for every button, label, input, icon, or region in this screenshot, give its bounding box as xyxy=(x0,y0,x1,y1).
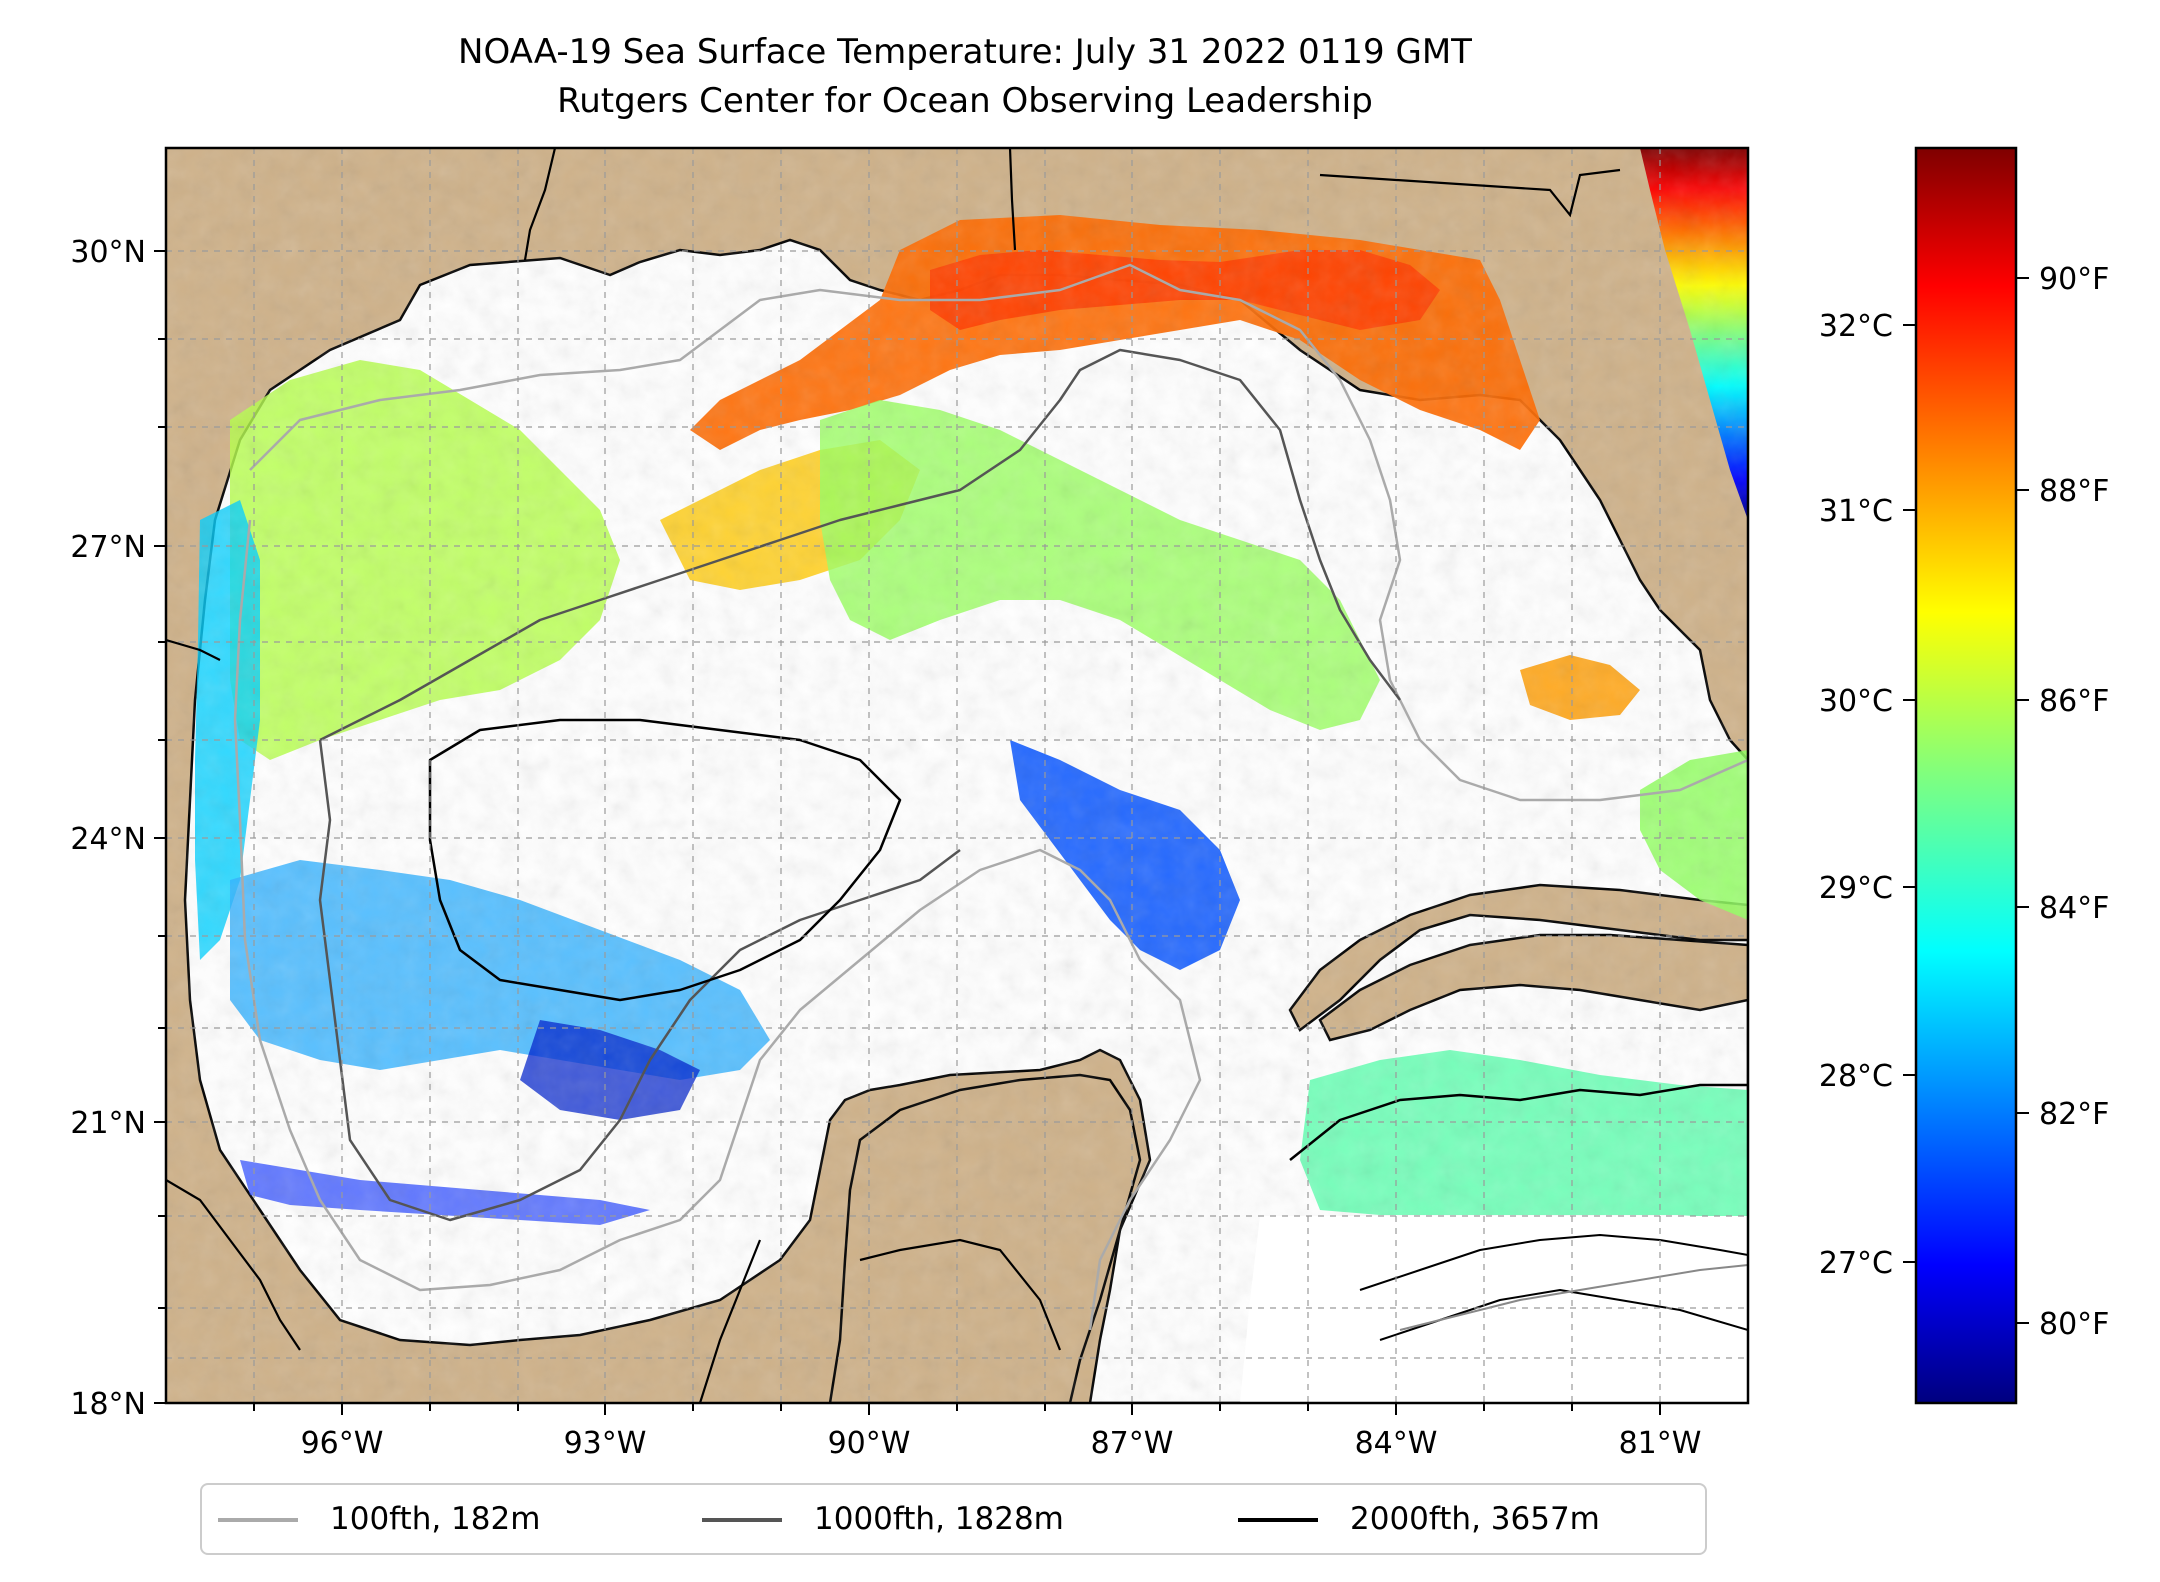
lon-ticks xyxy=(253,1403,1661,1415)
colorbar xyxy=(1914,146,2018,1405)
legend-swatch xyxy=(218,1518,298,1522)
bathymetry-contours xyxy=(233,263,1748,1341)
lat-tick-label: 30°N xyxy=(70,235,146,270)
celsius-tick-label: 28°C xyxy=(1819,1059,1893,1094)
fahrenheit-tick-label: 82°F xyxy=(2039,1097,2109,1132)
contour-legend: 100fth, 182m 1000fth, 1828m 2000fth, 365… xyxy=(200,1483,1707,1555)
contour-100fth xyxy=(249,263,1748,802)
map-title: NOAA-19 Sea Surface Temperature: July 31… xyxy=(458,32,1472,72)
celsius-tick-label: 30°C xyxy=(1819,684,1893,719)
lat-tick-label: 27°N xyxy=(70,530,146,565)
legend-swatch xyxy=(1238,1518,1318,1522)
fahrenheit-ticks xyxy=(2016,277,2029,1324)
contour-2000fth xyxy=(428,718,902,1002)
legend-label: 2000fth, 3657m xyxy=(1350,1501,1600,1537)
fahrenheit-tick-label: 88°F xyxy=(2039,474,2109,509)
lat-tick-label: 18°N xyxy=(70,1387,146,1422)
lon-tick-label: 84°W xyxy=(1355,1426,1438,1461)
lon-tick-label: 87°W xyxy=(1091,1426,1174,1461)
lat-tick-label: 21°N xyxy=(70,1106,146,1141)
contour-1000fth xyxy=(319,348,1401,742)
lat-tick-label: 24°N xyxy=(70,822,146,857)
legend-label: 100fth, 182m xyxy=(330,1501,541,1537)
map-panel xyxy=(166,148,1748,1403)
legend-label: 1000fth, 1828m xyxy=(814,1501,1064,1537)
lon-tick-label: 93°W xyxy=(564,1426,647,1461)
fahrenheit-tick-label: 80°F xyxy=(2039,1307,2109,1342)
lat-ticks xyxy=(154,250,166,1404)
fahrenheit-tick-label: 84°F xyxy=(2039,891,2109,926)
political-borders xyxy=(166,148,1621,1403)
celsius-tick-label: 27°C xyxy=(1819,1246,1893,1281)
nodata-band xyxy=(1240,1216,1748,1403)
lon-tick-label: 90°W xyxy=(828,1426,911,1461)
celsius-tick-label: 32°C xyxy=(1819,309,1893,344)
fahrenheit-tick-label: 90°F xyxy=(2039,262,2109,297)
celsius-tick-label: 31°C xyxy=(1819,494,1893,529)
lon-tick-label: 81°W xyxy=(1619,1426,1702,1461)
map-subtitle: Rutgers Center for Ocean Observing Leade… xyxy=(557,81,1373,121)
graticule xyxy=(166,148,1748,1403)
celsius-ticks xyxy=(1903,324,1916,1263)
fahrenheit-tick-label: 86°F xyxy=(2039,684,2109,719)
lon-tick-label: 96°W xyxy=(301,1426,384,1461)
legend-swatch xyxy=(702,1518,782,1522)
celsius-tick-label: 29°C xyxy=(1819,871,1893,906)
